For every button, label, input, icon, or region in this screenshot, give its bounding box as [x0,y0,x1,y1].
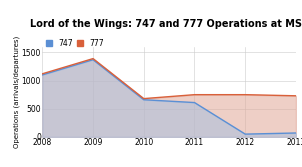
Legend: 747, 777: 747, 777 [46,39,104,48]
Title: Lord of the Wings: 747 and 777 Operations at MSP: Lord of the Wings: 747 and 777 Operation… [30,19,302,29]
Y-axis label: Operations (arrivals/departures): Operations (arrivals/departures) [14,36,20,148]
